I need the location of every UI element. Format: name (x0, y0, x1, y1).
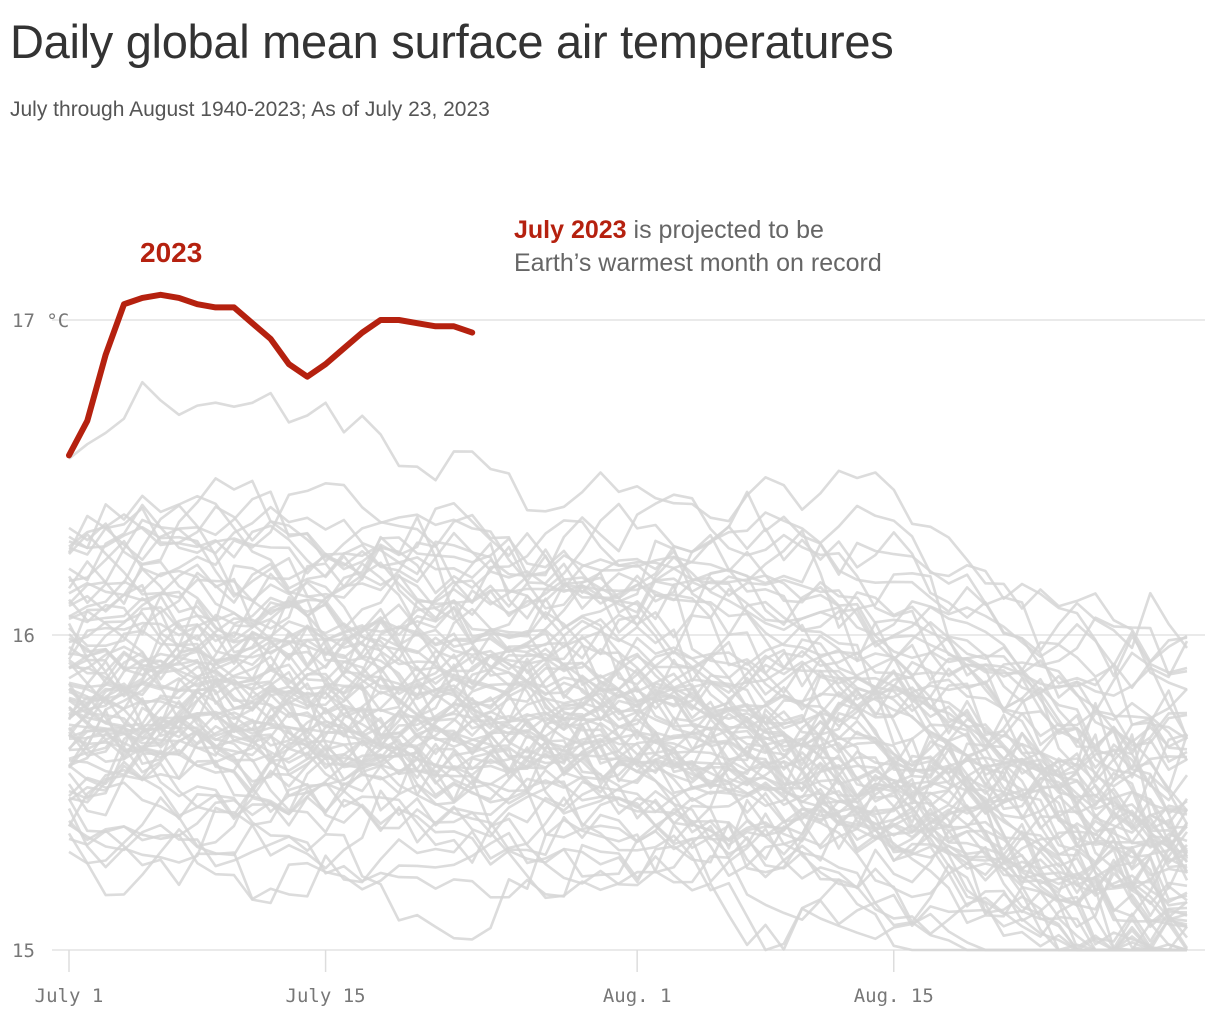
historical-series-line (67, 563, 1189, 918)
historical-series-line (67, 764, 1187, 952)
historical-series-line (68, 481, 1189, 652)
historical-series-line (67, 699, 1188, 952)
x-tick-label-46: Aug. 15 (854, 985, 934, 1007)
historical-series-line (67, 739, 1188, 928)
y-tick-label-15: 15 (12, 940, 35, 962)
axes: 15 16 17 °C July 1 July 15 Aug. 1 Aug. 15 (12, 310, 934, 1007)
historical-series-line (68, 641, 1188, 877)
historical-series-line (68, 746, 1187, 952)
historical-series-line (68, 664, 1188, 886)
historical-series-line (68, 568, 1188, 748)
historical-series-line (68, 598, 1188, 752)
historical-series-line (67, 631, 1188, 851)
historical-series-line (68, 594, 1188, 842)
chart-title: Daily global mean surface air temperatur… (10, 15, 894, 68)
historical-series-line (68, 716, 1189, 949)
historical-series-line (68, 539, 1188, 720)
historical-series-line (68, 607, 1188, 863)
historical-series-line (68, 477, 1188, 691)
highlight-series-group (66, 291, 476, 459)
y-tick-label-16: 16 (12, 625, 35, 647)
series-label-2023: 2023 (140, 237, 202, 268)
historical-series-line (68, 762, 1188, 952)
historical-series-line (68, 505, 1188, 755)
annotation-callout: July 2023 is projected to be (514, 216, 824, 244)
historical-series-line (68, 678, 1188, 952)
historical-series-line (67, 708, 1189, 849)
historical-series-line (67, 504, 1188, 678)
series-line-2023 (66, 291, 476, 459)
x-tick-label-32: Aug. 1 (603, 985, 672, 1007)
historical-series-line (68, 749, 1187, 952)
historical-series-line (67, 764, 1189, 939)
annotation-line-2: Earth’s warmest month on record (514, 249, 882, 277)
annotations: 2023 July 2023 is projected to be Earth’… (140, 216, 882, 277)
historical-series-line (68, 503, 1189, 740)
historical-series-line (68, 380, 1188, 663)
historical-series-line (67, 504, 1189, 812)
historical-series-group (67, 380, 1189, 952)
historical-series-line (68, 652, 1188, 779)
x-tick-label-1: July 1 (35, 985, 104, 1007)
annotation-line-1: is projected to be (627, 216, 824, 244)
historical-series-line (68, 532, 1188, 758)
historical-series-line (68, 662, 1189, 860)
y-tick-label-17: 17 °C (12, 310, 69, 332)
chart-subtitle: July through August 1940-2023; As of Jul… (10, 98, 490, 121)
annotation-lead: July 2023 (514, 216, 627, 244)
x-tick-label-15: July 15 (286, 985, 366, 1007)
historical-series-line (68, 823, 1187, 952)
historical-series-line (68, 494, 1189, 738)
historical-series-line (67, 792, 1187, 952)
